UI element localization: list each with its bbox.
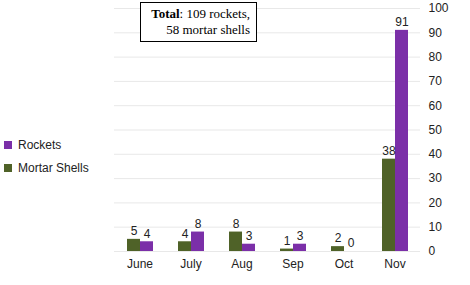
svg-text:50: 50	[429, 123, 443, 137]
svg-text:90: 90	[429, 26, 443, 40]
html-text:Rockets: Rockets	[18, 138, 62, 152]
svg-text:July: July	[180, 257, 201, 271]
svg-text:4: 4	[182, 227, 189, 241]
svg-text:30: 30	[429, 171, 443, 185]
svg-text:8: 8	[233, 217, 240, 231]
svg-text:10: 10	[429, 220, 443, 234]
svg-text:June: June	[127, 257, 153, 271]
svg-text:8: 8	[195, 217, 202, 231]
svg-text:Nov: Nov	[384, 257, 405, 271]
html-text:Mortar Shells: Mortar Shells	[18, 161, 89, 175]
svg-text:3: 3	[297, 229, 304, 243]
html-text:Total: 109 rockets, 58 mortar: Total: 109 rockets, 58 mortar shells	[151, 6, 250, 37]
svg-text:2: 2	[335, 231, 342, 245]
svg-text:20: 20	[429, 196, 443, 210]
svg-text:Aug: Aug	[231, 257, 252, 271]
svg-text:60: 60	[429, 99, 443, 113]
svg-text:40: 40	[429, 147, 443, 161]
svg-text:80: 80	[429, 50, 443, 64]
svg-text:5: 5	[131, 224, 138, 238]
svg-text:38: 38	[382, 144, 396, 158]
svg-text:Sep: Sep	[282, 257, 304, 271]
svg-text:1: 1	[284, 234, 291, 248]
svg-text:0: 0	[348, 236, 355, 250]
svg-text:100: 100	[429, 1, 449, 15]
svg-text:3: 3	[246, 229, 253, 243]
svg-text:70: 70	[429, 74, 443, 88]
svg-text:91: 91	[395, 15, 409, 29]
svg-text:4: 4	[144, 227, 151, 241]
svg-text:Oct: Oct	[335, 257, 354, 271]
svg-text:0: 0	[429, 244, 436, 258]
